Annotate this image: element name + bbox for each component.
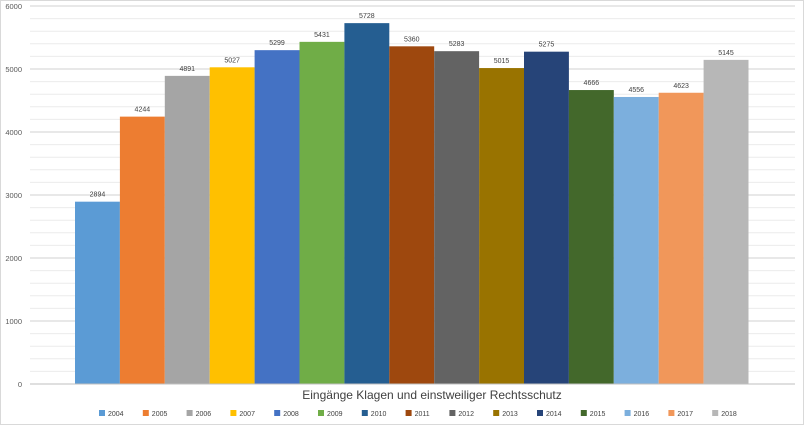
data-label-2016: 4556 — [628, 87, 644, 94]
legend-label-2018: 2018 — [721, 411, 737, 418]
legend-swatch-2014 — [537, 410, 543, 416]
legend-label-2017: 2017 — [677, 411, 693, 418]
legend-swatch-2017 — [668, 410, 675, 416]
chart-title: Eingänge Klagen und einstweiliger Rechts… — [302, 388, 562, 402]
data-label-2012: 5283 — [449, 41, 465, 48]
legend-swatch-2004 — [99, 410, 105, 416]
legend-label-2012: 2012 — [458, 411, 474, 418]
bar-2007 — [209, 67, 255, 384]
bar-2008 — [254, 50, 300, 385]
data-label-2010: 5728 — [359, 13, 375, 20]
legend-label-2006: 2006 — [196, 411, 212, 418]
data-label-2004: 2894 — [90, 192, 106, 199]
legend-label-2016: 2016 — [634, 411, 650, 418]
legend-swatch-2008 — [274, 410, 281, 416]
bar-2017 — [658, 92, 704, 384]
y-axis-ticks: 0 1000 2000 3000 4000 5000 6000 — [5, 2, 22, 389]
legend-label-2014: 2014 — [546, 411, 562, 418]
data-label-2011: 5360 — [404, 36, 420, 43]
legend-label-2009: 2009 — [327, 411, 343, 418]
bar-2004 — [75, 201, 120, 384]
y-tick-label: 2000 — [5, 254, 22, 263]
bar-2018 — [703, 59, 749, 385]
legend-label-2010: 2010 — [371, 411, 387, 418]
y-tick-label: 1000 — [5, 317, 22, 326]
data-label-2015: 4666 — [584, 80, 600, 87]
legend-swatch-2010 — [361, 410, 368, 416]
legend-swatch-2012 — [449, 410, 456, 416]
legend-swatch-2011 — [405, 410, 412, 416]
legend-swatch-2013 — [493, 410, 500, 416]
data-label-2018: 5145 — [718, 50, 734, 57]
data-label-2009: 5431 — [314, 32, 330, 39]
legend-swatch-2009 — [318, 410, 324, 416]
bar-2005 — [119, 116, 165, 385]
legend-label-2008: 2008 — [283, 411, 299, 418]
data-label-2008: 5299 — [269, 40, 285, 47]
legend-swatch-2018 — [712, 410, 719, 416]
bar-2011 — [389, 46, 435, 384]
y-tick-label: 4000 — [5, 128, 22, 137]
bar-2006 — [164, 75, 210, 384]
legend-swatch-2015 — [580, 410, 587, 416]
data-label-2013: 5015 — [494, 58, 510, 65]
legend-label-2007: 2007 — [239, 411, 255, 418]
data-label-2017: 4623 — [673, 83, 689, 90]
y-tick-label: 5000 — [5, 65, 22, 74]
legend-label-2015: 2015 — [590, 411, 606, 418]
legend-label-2013: 2013 — [502, 411, 518, 418]
legend-swatch-2005 — [142, 410, 149, 416]
bar-2013 — [479, 68, 524, 385]
legend-swatch-2007 — [230, 410, 237, 416]
bar-2009 — [299, 41, 345, 385]
legend: 2004 2005 2006 2007 2008 2009 2010 2011 2012 2013… — [99, 410, 737, 418]
y-tick-label: 6000 — [5, 2, 22, 11]
data-label-2007: 5027 — [224, 57, 240, 64]
data-label-2014: 5275 — [539, 42, 555, 49]
bar-2014 — [524, 51, 569, 385]
y-tick-label: 0 — [18, 380, 22, 389]
bars — [75, 23, 749, 385]
y-tick-label: 3000 — [5, 191, 22, 200]
legend-label-2005: 2005 — [152, 411, 168, 418]
data-label-2005: 4244 — [135, 107, 151, 114]
data-labels: 2894 4244 4891 5027 5299 5431 5728 5360 5283 5015… — [90, 13, 734, 199]
bar-2015 — [568, 90, 614, 385]
bar-2010 — [344, 23, 390, 385]
legend-swatch-2006 — [186, 410, 193, 416]
legend-label-2004: 2004 — [108, 411, 124, 418]
legend-swatch-2016 — [624, 410, 631, 416]
bar-2016 — [613, 96, 659, 385]
data-label-2006: 4891 — [179, 66, 195, 73]
legend-label-2011: 2011 — [415, 411, 430, 418]
bar-2012 — [434, 51, 480, 385]
